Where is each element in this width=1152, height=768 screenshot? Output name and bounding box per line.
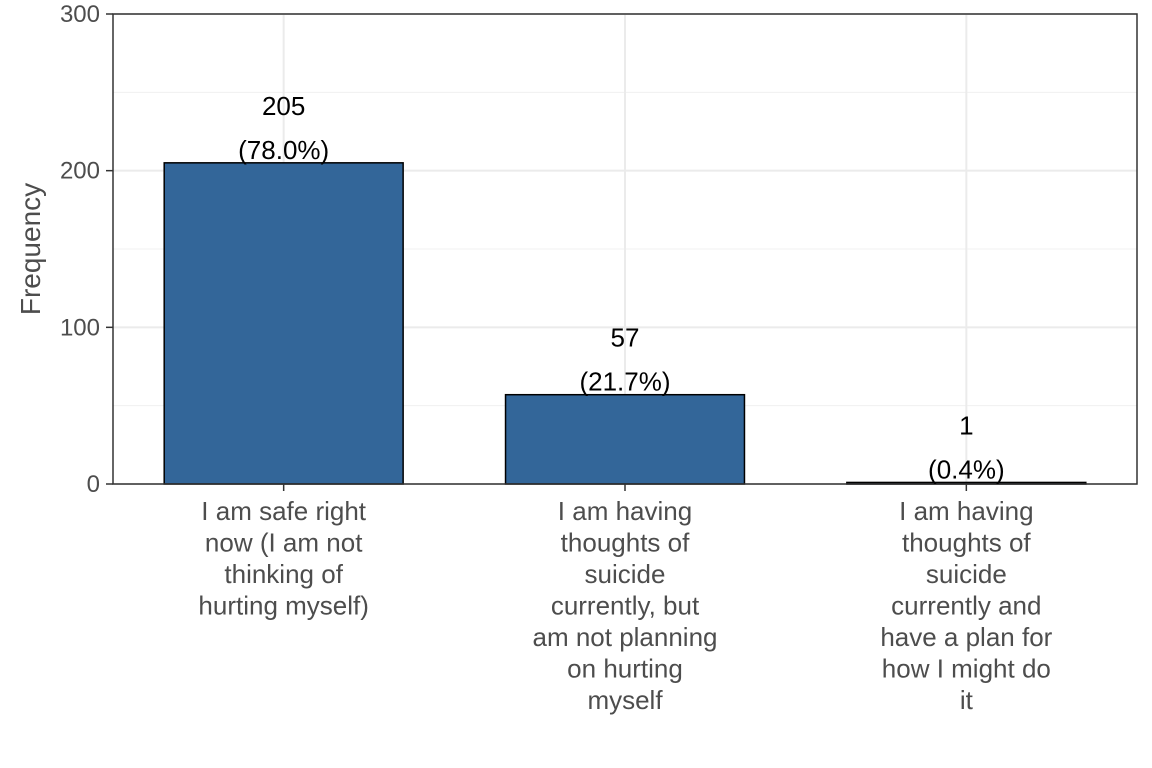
percent-label: (78.0%) [238, 135, 329, 165]
x-tick-label: I am safe right now (I am not thinking of h… [198, 496, 369, 621]
y-tick-label: 100 [60, 314, 100, 341]
value-label: 57 [611, 323, 640, 353]
value-label: 1 [959, 410, 973, 440]
y-tick-label: 200 [60, 158, 100, 185]
x-axis: I am safe right now (I am not thinking of h… [198, 484, 1053, 715]
x-tick-label: I am having thoughts of suicide currently, … [532, 496, 717, 715]
percent-label: (21.7%) [579, 367, 670, 397]
percent-label: (0.4%) [928, 454, 1005, 484]
y-tick-label: 0 [87, 471, 100, 498]
x-tick-label: I am having thoughts of suicide currently a… [880, 496, 1052, 715]
value-label: 205 [262, 91, 305, 121]
y-tick-label: 300 [60, 1, 100, 28]
y-axis-title: Frequency [15, 183, 46, 315]
bar [504, 393, 746, 485]
data-labels: 205 (78.0%) 57 (21.7%) 1 (0.4%) [238, 91, 1004, 485]
bar [163, 162, 404, 485]
y-axis: 0 100 200 300 [60, 1, 113, 498]
bars [163, 162, 1087, 485]
